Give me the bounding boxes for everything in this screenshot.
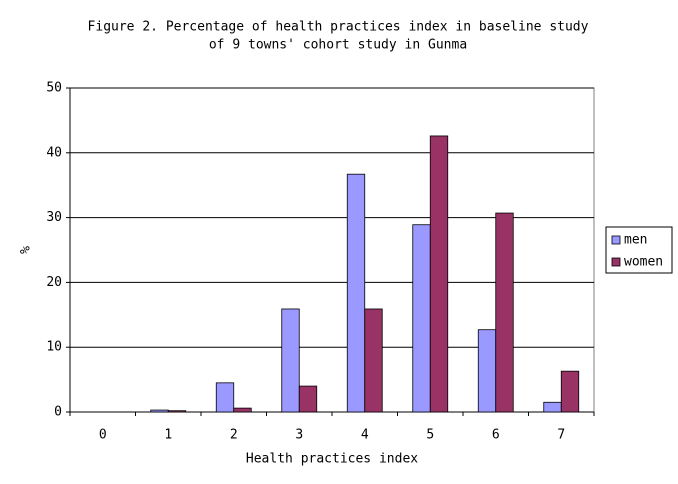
bar (477, 329, 497, 413)
bar (364, 308, 383, 413)
x-tick-label: 7 (557, 428, 565, 443)
legend-label: men (624, 233, 647, 248)
bar (412, 224, 431, 413)
bar (281, 308, 300, 413)
x-tick-label: 0 (99, 428, 107, 443)
legend-swatch (611, 235, 621, 245)
chart-title: of 9 towns' cohort study in Gunma (209, 38, 467, 53)
x-tick-label: 3 (295, 428, 303, 443)
bar (167, 410, 187, 413)
x-tick-label: 1 (164, 428, 172, 443)
x-tick-label: 6 (492, 428, 500, 443)
x-tick-label: 4 (361, 428, 369, 443)
y-tick-label: 40 (46, 145, 62, 160)
bar (495, 212, 514, 413)
bar (543, 401, 562, 413)
chart-title: Figure 2. Percentage of health practices… (88, 20, 589, 35)
y-tick-label: 10 (46, 340, 62, 355)
y-tick-label: 50 (46, 81, 62, 96)
x-tick-label: 2 (230, 428, 238, 443)
bar (429, 135, 449, 413)
y-tick-label: 20 (46, 275, 62, 290)
bar (560, 370, 580, 413)
bar (233, 407, 252, 413)
bar (346, 173, 366, 413)
plot-border (69, 87, 595, 413)
x-axis-label: Health practices index (246, 452, 418, 467)
y-tick-label: 30 (46, 210, 62, 225)
y-tick-label: 0 (54, 405, 62, 420)
bar (150, 409, 169, 413)
bar (298, 385, 318, 413)
legend-label: women (624, 255, 663, 270)
bar (215, 382, 235, 413)
y-axis-label: % (19, 246, 34, 254)
x-tick-label: 5 (426, 428, 434, 443)
legend-swatch (611, 257, 621, 267)
